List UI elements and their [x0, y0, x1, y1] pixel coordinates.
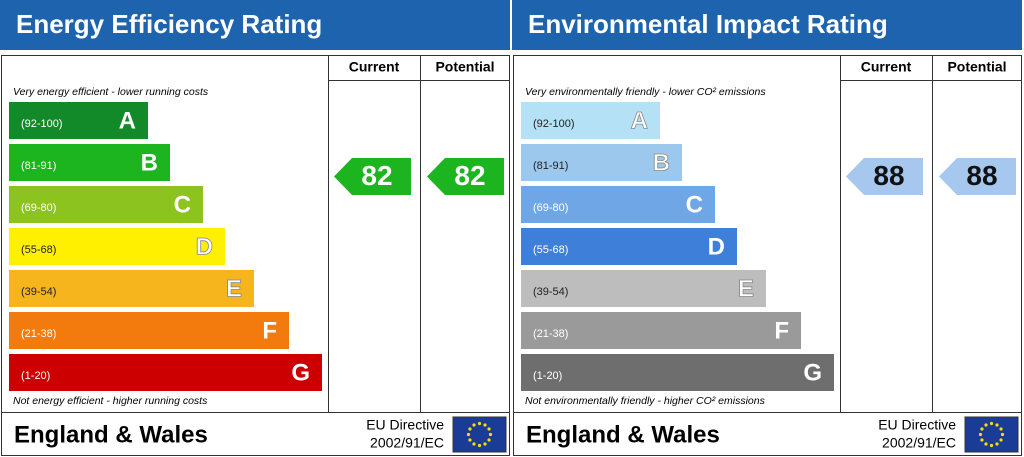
band-range: (92-100): [533, 118, 575, 130]
flag-star: [468, 427, 472, 431]
directive: EU Directive: [366, 417, 444, 433]
table-border: [513, 55, 1022, 456]
rating-band: [521, 354, 834, 391]
band-letter: F: [262, 317, 277, 344]
flag-star: [989, 421, 994, 426]
flag-star: [980, 427, 984, 431]
band-range: (69-80): [21, 202, 56, 214]
rating-value: 82: [454, 160, 485, 191]
rating-arrow: [334, 158, 411, 195]
flag-star: [483, 442, 487, 446]
band-letter: A: [119, 107, 136, 134]
band-range: (55-68): [21, 244, 56, 256]
top-note: Very environmentally friendly - lower CO…: [525, 86, 766, 98]
rating-band: [9, 270, 254, 307]
flag-star: [999, 427, 1003, 431]
directive: EU Directive: [878, 417, 956, 433]
flag-star: [995, 423, 999, 427]
flag-star: [980, 438, 984, 442]
band-range: (21-38): [533, 328, 568, 340]
rating-band: [521, 186, 715, 223]
panel-title: Environmental Impact Rating: [528, 9, 888, 39]
rating-band: [521, 312, 801, 349]
directive: 2002/91/EC: [882, 435, 956, 451]
panel-title: Energy Efficiency Rating: [16, 9, 322, 39]
band-range: (92-100): [21, 118, 63, 130]
flag-star: [472, 442, 476, 446]
flag-star: [468, 438, 472, 442]
band-letter: G: [803, 359, 822, 386]
band-range: (39-54): [21, 286, 56, 298]
band-range: (1-20): [533, 370, 562, 382]
flag-star: [466, 432, 471, 437]
header-bar: [512, 0, 1022, 50]
rating-band: [9, 144, 170, 181]
column-header: Current: [349, 59, 400, 75]
band-letter: E: [226, 275, 242, 302]
region: England & Wales: [526, 421, 720, 448]
column-header: Current: [861, 59, 912, 75]
rating-value: 88: [873, 160, 904, 191]
rating-band: [521, 144, 682, 181]
band-range: (55-68): [533, 244, 568, 256]
flag-star: [477, 443, 482, 448]
band-range: (81-91): [21, 160, 56, 172]
flag-star: [477, 421, 482, 426]
band-letter: D: [708, 233, 725, 260]
band-letter: F: [774, 317, 789, 344]
table-border: [1, 55, 510, 456]
rating-value: 82: [361, 160, 392, 191]
flag-star: [995, 442, 999, 446]
flag-star: [487, 438, 491, 442]
flag-star: [978, 432, 983, 437]
directive: 2002/91/EC: [370, 435, 444, 451]
rating-band: [9, 354, 322, 391]
rating-band: [521, 270, 766, 307]
flag-star: [984, 423, 988, 427]
rating-band: [9, 312, 289, 349]
bottom-note: Not energy efficient - higher running co…: [13, 395, 208, 407]
bottom-note: Not environmentally friendly - higher CO…: [525, 395, 766, 407]
flag-star: [488, 432, 493, 437]
band-range: (69-80): [533, 202, 568, 214]
flag-star: [984, 442, 988, 446]
rating-band: [9, 228, 225, 265]
top-note: Very energy efficient - lower running co…: [13, 86, 209, 98]
band-range: (21-38): [21, 328, 56, 340]
band-range: (81-91): [533, 160, 568, 172]
band-letter: D: [196, 233, 213, 260]
rating-band: [9, 102, 148, 139]
rating-band: [521, 102, 660, 139]
region: England & Wales: [14, 421, 208, 448]
flag-star: [1000, 432, 1005, 437]
flag-star: [487, 427, 491, 431]
band-letter: B: [141, 149, 158, 176]
band-letter: E: [738, 275, 754, 302]
rating-band: [9, 186, 203, 223]
column-header: Potential: [947, 59, 1006, 75]
rating-arrow: [939, 158, 1016, 195]
rating-value: 88: [966, 160, 997, 191]
band-letter: C: [174, 191, 191, 218]
band-range: (1-20): [21, 370, 50, 382]
rating-band: [521, 228, 737, 265]
flag-star: [989, 443, 994, 448]
rating-arrow: [427, 158, 504, 195]
column-header: Potential: [435, 59, 494, 75]
flag-star: [483, 423, 487, 427]
band-letter: B: [653, 149, 670, 176]
band-letter: A: [631, 107, 648, 134]
rating-arrow: [846, 158, 923, 195]
flag-star: [472, 423, 476, 427]
band-letter: C: [686, 191, 703, 218]
flag-star: [999, 438, 1003, 442]
band-range: (39-54): [533, 286, 568, 298]
header-bar: [0, 0, 510, 50]
band-letter: G: [291, 359, 310, 386]
